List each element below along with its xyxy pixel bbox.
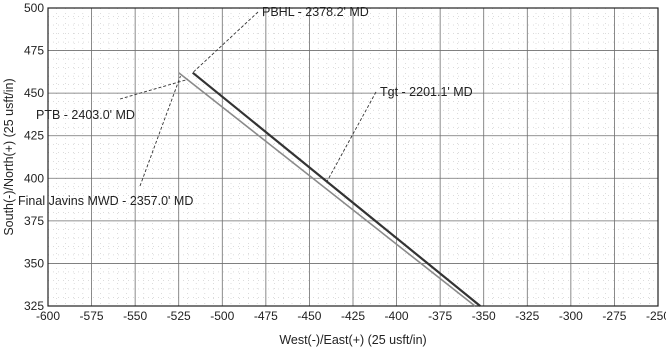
wellpath-series-2 xyxy=(178,72,476,307)
x-tick-label: -375 xyxy=(428,309,452,323)
annotation-pbhl: PBHL - 2378.2' MD xyxy=(262,5,369,19)
y-tick-label: 450 xyxy=(24,86,44,100)
wellpath-series-1 xyxy=(192,71,481,307)
y-tick-label: 375 xyxy=(24,214,44,228)
y-tick-label: 425 xyxy=(24,129,44,143)
y-tick-label: 400 xyxy=(24,171,44,185)
annotation-final-javins-leader xyxy=(139,75,181,187)
tick-labels: -600 -575 -550 -525 -500 -475 -450 -425 -400 -375… xyxy=(24,1,666,323)
x-tick-label: -400 xyxy=(385,309,409,323)
x-tick-label: -600 xyxy=(36,309,60,323)
x-tick-label: -500 xyxy=(210,309,234,323)
x-tick-label: -325 xyxy=(515,309,539,323)
x-tick-label: -350 xyxy=(472,309,496,323)
annotation-ptb: PTB - 2403.0' MD xyxy=(36,108,135,122)
y-axis-label: South(-)/North(+) (25 usft/in) xyxy=(2,78,16,235)
x-tick-label: -525 xyxy=(167,309,191,323)
y-tick-label: 500 xyxy=(24,1,44,15)
x-tick-label: -550 xyxy=(123,309,147,323)
x-axis-label: West(-)/East(+) (25 usft/in) xyxy=(279,333,426,347)
y-tick-label: 350 xyxy=(24,256,44,270)
x-tick-label: -425 xyxy=(341,309,365,323)
series-group xyxy=(178,71,481,307)
annotation-tgt-leader xyxy=(326,91,377,182)
annotation-final-javins: Final Javins MWD - 2357.0' MD xyxy=(18,194,193,208)
plot-frame xyxy=(47,7,659,307)
annotation-tgt: Tgt - 2201.1' MD xyxy=(380,85,473,99)
y-tick-label: 475 xyxy=(24,44,44,58)
annotations: PBHL - 2378.2' MD Tgt - 2201.1' MD PTB - 2… xyxy=(18,5,473,208)
x-tick-label: -450 xyxy=(297,309,321,323)
y-tick-label: 325 xyxy=(24,299,44,313)
x-tick-label: -250 xyxy=(646,309,666,323)
annotation-ptb-leader xyxy=(119,79,188,100)
x-tick-label: -275 xyxy=(602,309,626,323)
x-tick-label: -475 xyxy=(254,309,278,323)
x-tick-label: -300 xyxy=(559,309,583,323)
x-tick-label: -575 xyxy=(80,309,104,323)
